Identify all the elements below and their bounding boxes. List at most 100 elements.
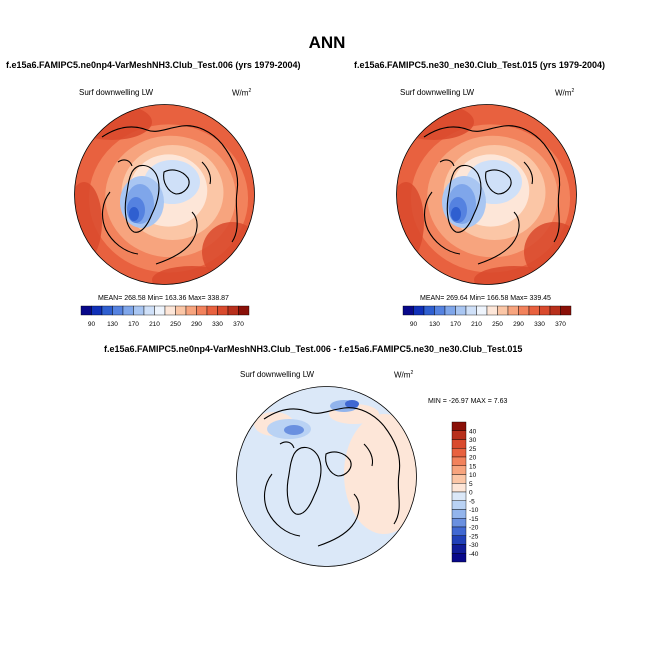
- coastline: [201, 161, 212, 185]
- panel-3-variable-label: Surf downwelling LW: [240, 370, 315, 379]
- panel-1-title: f.e15a6.FAMIPC5.ne0np4-VarMeshNH3.Club_T…: [6, 60, 301, 70]
- colorbar-cell: [444, 305, 456, 316]
- colorbar-cell: [451, 544, 467, 554]
- colorbar-tick-label: 20: [469, 455, 477, 462]
- colorbar-cell: [175, 305, 187, 316]
- colorbar-cell: [402, 305, 414, 316]
- colorbar-cell: [413, 305, 425, 316]
- coastline: [446, 164, 482, 233]
- coastline: [286, 446, 322, 515]
- warm-region: [524, 222, 577, 282]
- map-border: [74, 104, 255, 285]
- colorbar-tick-label: -5: [469, 498, 475, 505]
- colorbar-cell: [451, 509, 467, 519]
- panel-3-units: W/m2: [394, 370, 414, 380]
- coastline: [101, 125, 223, 145]
- colorbar-cell: [451, 483, 467, 493]
- colorbar-tick-label: 10: [469, 472, 477, 479]
- colorbar-tick-label: -10: [469, 507, 479, 514]
- coastline: [523, 161, 534, 185]
- panel-1-polar-map: [74, 104, 255, 285]
- colorbar-cell: [455, 305, 467, 316]
- colorbar-tick-label: 90: [88, 321, 96, 328]
- colorbar-cell: [164, 305, 176, 316]
- colorbar-tick-label: 15: [469, 463, 477, 470]
- colorbar-cell: [497, 305, 509, 316]
- colorbar-tick-label: 30: [469, 437, 477, 444]
- map-border: [236, 386, 417, 567]
- colorbar-cell: [423, 305, 435, 316]
- panel-1-units: W/m2: [232, 88, 252, 98]
- colorbar-cell: [549, 305, 561, 316]
- colorbar-cell: [451, 500, 467, 510]
- warm-region: [74, 182, 102, 262]
- colorbar-tick-label: 290: [513, 321, 524, 328]
- coastline: [383, 425, 401, 525]
- colorbar-tick-label: 330: [212, 321, 223, 328]
- colorbar-tick-label: 370: [555, 321, 566, 328]
- panel-1-stats: MEAN= 268.58 Min= 163.36 Max= 338.87: [98, 295, 229, 302]
- colorbar-tick-label: 90: [410, 321, 418, 328]
- positive-region: [344, 414, 417, 534]
- colorbar-tick-label: -40: [469, 551, 479, 558]
- colorbar-cell: [133, 305, 145, 316]
- coastline: [279, 441, 295, 449]
- panel-2-polar-map: [396, 104, 577, 285]
- panel-2-title: f.e15a6.FAMIPC5.ne30_ne30.Club_Test.015 …: [354, 60, 605, 70]
- colorbar-tick-label: 210: [471, 321, 482, 328]
- colorbar-tick-label: 40: [469, 428, 477, 435]
- colorbar-cell: [112, 305, 124, 316]
- cold-region: [129, 207, 139, 221]
- map-field: [74, 104, 255, 285]
- colorbar-cell: [80, 305, 92, 316]
- colorbar-cell: [451, 439, 467, 449]
- colorbar-tick-label: 290: [191, 321, 202, 328]
- coastline: [363, 443, 374, 467]
- colorbar-cell: [217, 305, 229, 316]
- colorbar-tick-label: -15: [469, 516, 479, 523]
- coastline: [124, 164, 160, 233]
- colorbar-tick-label: -25: [469, 533, 479, 540]
- figure-title: ANN: [308, 33, 346, 52]
- warm-region: [74, 104, 152, 140]
- coastline: [317, 493, 360, 547]
- negative-region: [345, 400, 359, 408]
- colorbar-tick-label: 330: [534, 321, 545, 328]
- colorbar-cell: [154, 305, 166, 316]
- colorbar-cell: [206, 305, 218, 316]
- colorbar-cell: [451, 421, 467, 431]
- colorbar-tick-label: 170: [128, 321, 139, 328]
- panel-1-variable-label: Surf downwelling LW: [79, 88, 154, 97]
- colorbar-cell: [476, 305, 488, 316]
- coastline: [221, 143, 239, 243]
- coastline: [155, 211, 198, 265]
- colorbar-cell: [451, 430, 467, 440]
- colorbar-tick-label: 25: [469, 446, 477, 453]
- coastline: [101, 191, 139, 255]
- colorbar-cell: [486, 305, 498, 316]
- coastline: [423, 125, 545, 145]
- colorbar-cell: [227, 305, 239, 316]
- coastline: [423, 191, 461, 255]
- coastline: [263, 473, 301, 537]
- cold-region: [451, 207, 461, 221]
- warm-region: [202, 222, 255, 282]
- coastline: [485, 169, 512, 195]
- coastline: [439, 159, 455, 167]
- colorbar-cell: [122, 305, 134, 316]
- colorbar-tick-label: 0: [469, 490, 473, 497]
- panel-2-colorbar: 90 130 170 210 250 290 330 370: [402, 305, 572, 328]
- colorbar-tick-label: 250: [170, 321, 181, 328]
- colorbar-tick-label: 250: [492, 321, 503, 328]
- colorbar-cell: [185, 305, 197, 316]
- warm-region: [396, 182, 424, 262]
- colorbar-tick-label: -20: [469, 525, 479, 532]
- colorbar-cell: [539, 305, 551, 316]
- colorbar-cell: [451, 456, 467, 466]
- colorbar-cell: [196, 305, 208, 316]
- map-border: [396, 104, 577, 285]
- colorbar-cell: [143, 305, 155, 316]
- coastline: [325, 451, 352, 477]
- coastline: [163, 169, 190, 195]
